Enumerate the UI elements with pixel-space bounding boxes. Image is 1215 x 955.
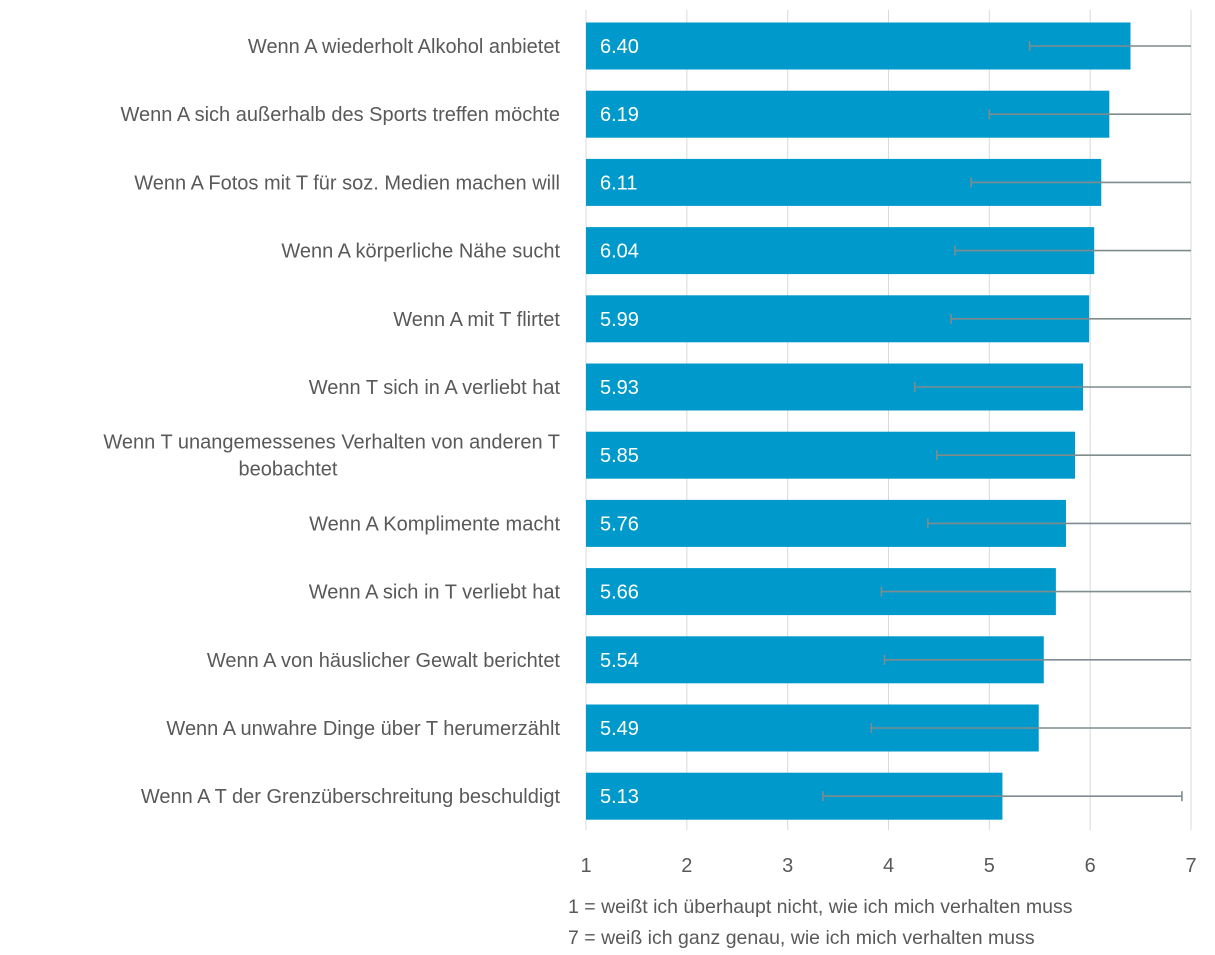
bar-value-label: 6.04 [600,241,639,263]
x-tick-label: 3 [782,855,793,877]
category-label: Wenn A körperliche Nähe sucht [281,241,560,263]
category-label: Wenn A wiederholt Alkohol anbietet [248,36,561,58]
category-label: Wenn A T der Grenzüberschreitung beschul… [141,786,561,808]
category-label: Wenn A von häuslicher Gewalt berichtet [207,650,561,672]
bar-value-label: 5.66 [600,582,639,604]
category-label: Wenn T sich in A verliebt hat [309,377,561,399]
bar-value-label: 5.49 [600,718,639,740]
category-label: Wenn A unwahre Dinge über T herumerzählt [166,718,560,740]
x-tick-label: 4 [883,855,894,877]
bar-value-label: 6.40 [600,36,639,58]
category-label: Wenn A sich in T verliebt hat [309,582,561,604]
x-tick-label: 7 [1185,855,1196,877]
category-label: beobachtet [239,459,338,481]
bar-value-label: 6.11 [600,172,637,194]
category-label: Wenn A sich außerhalb des Sports treffen… [120,104,560,126]
bar-value-label: 5.93 [600,377,639,399]
x-tick-label: 5 [984,855,995,877]
bar-value-label: 5.13 [600,786,639,808]
bar-value-label: 5.76 [600,513,639,535]
x-tick-label: 2 [681,855,692,877]
bar-value-label: 5.99 [600,309,639,331]
category-label: Wenn A mit T flirtet [393,309,560,331]
bar-value-label: 6.19 [600,104,639,126]
category-label: Wenn A Komplimente macht [309,513,560,535]
category-label: Wenn A Fotos mit T für soz. Medien mache… [134,172,560,194]
x-tick-label: 6 [1085,855,1096,877]
scale-note-low: 1 = weißt ich überhaupt nicht, wie ich m… [568,896,1073,918]
bar-value-label: 5.54 [600,650,639,672]
x-tick-label: 1 [580,855,591,877]
scale-note-high: 7 = weiß ich ganz genau, wie ich mich ve… [568,927,1035,949]
category-label: Wenn T unangemessenes Verhalten von ande… [103,432,560,454]
bar-value-label: 5.85 [600,445,639,467]
